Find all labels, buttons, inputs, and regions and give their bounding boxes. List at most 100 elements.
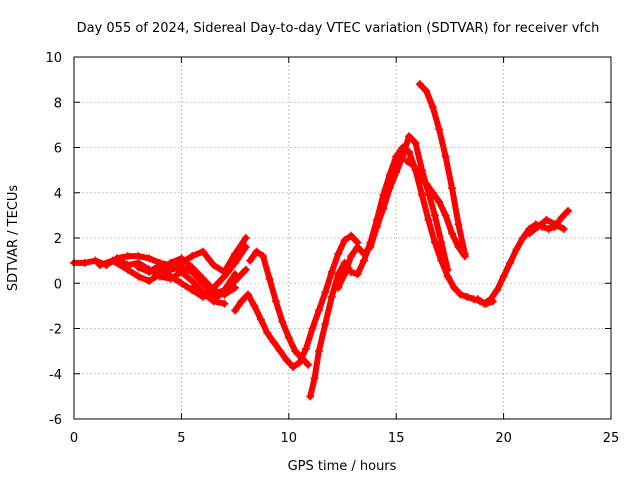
series-track-k xyxy=(402,157,469,261)
data-point-marker xyxy=(506,258,515,267)
data-point-marker xyxy=(327,267,336,276)
data-point-marker xyxy=(428,102,437,111)
data-point-marker xyxy=(557,213,566,222)
data-point-marker xyxy=(256,315,265,324)
data-point-marker xyxy=(220,299,229,308)
data-point-marker xyxy=(430,211,439,220)
series-track-f xyxy=(188,265,250,304)
x-tick-label: 15 xyxy=(388,431,405,446)
data-point-marker xyxy=(415,170,424,179)
data-point-marker xyxy=(91,256,100,265)
data-point-marker xyxy=(289,362,298,371)
data-point-marker xyxy=(177,267,186,276)
data-point-marker xyxy=(422,86,431,95)
data-point-marker xyxy=(306,392,315,401)
data-point-marker xyxy=(422,179,431,188)
y-tick-label: 2 xyxy=(54,232,62,247)
data-point-marker xyxy=(450,283,459,292)
series-track-l xyxy=(415,80,469,258)
data-point-marker xyxy=(155,265,164,274)
data-point-marker xyxy=(460,249,469,258)
data-point-marker xyxy=(340,236,349,245)
data-point-marker xyxy=(198,274,207,283)
data-point-marker xyxy=(95,261,104,270)
series-track-n xyxy=(525,215,568,238)
data-point-marker xyxy=(269,338,278,347)
data-point-marker xyxy=(379,204,388,213)
data-point-marker xyxy=(241,234,250,242)
data-point-marker xyxy=(417,191,426,200)
data-point-marker xyxy=(231,258,240,267)
data-point-marker xyxy=(340,270,349,279)
x-tick-label: 5 xyxy=(177,431,185,446)
data-point-marker xyxy=(220,272,229,281)
series-band xyxy=(247,248,312,368)
y-tick-label: -4 xyxy=(49,368,62,383)
data-point-marker xyxy=(188,283,197,292)
data-point-marker xyxy=(493,286,502,295)
data-point-marker xyxy=(265,274,274,283)
data-point-marker xyxy=(252,247,261,256)
data-point-marker xyxy=(392,168,401,177)
data-point-marker xyxy=(145,254,154,263)
data-point-marker xyxy=(243,290,252,299)
data-point-marker xyxy=(525,229,534,238)
data-point-marker xyxy=(220,288,229,297)
plot-area xyxy=(70,80,573,401)
data-point-marker xyxy=(435,125,444,134)
data-point-marker xyxy=(155,272,164,281)
series-track-g xyxy=(231,231,362,371)
data-point-marker xyxy=(188,276,197,285)
data-point-marker xyxy=(209,261,218,270)
data-point-marker xyxy=(250,301,259,310)
series-track-h xyxy=(246,247,313,369)
data-point-marker xyxy=(334,283,343,292)
data-point-marker xyxy=(297,353,306,362)
data-point-marker xyxy=(411,138,420,147)
y-tick-label: -6 xyxy=(49,413,62,428)
data-point-marker xyxy=(334,249,343,258)
data-point-marker xyxy=(441,211,450,220)
data-point-marker xyxy=(409,161,418,170)
data-point-marker xyxy=(353,270,362,279)
data-point-marker xyxy=(559,224,568,233)
data-point-marker xyxy=(134,263,143,272)
data-point-marker xyxy=(486,295,495,304)
data-point-marker xyxy=(321,288,330,297)
data-point-marker xyxy=(271,297,280,306)
data-point-marker xyxy=(112,254,121,263)
data-point-marker xyxy=(263,329,272,338)
data-point-marker xyxy=(454,220,463,229)
data-point-marker xyxy=(456,290,465,299)
data-point-marker xyxy=(123,261,132,270)
data-point-marker xyxy=(241,265,250,274)
data-point-marker xyxy=(437,238,446,247)
data-point-marker xyxy=(321,319,330,328)
data-point-marker xyxy=(518,234,527,242)
data-point-marker xyxy=(188,263,197,272)
data-point-marker xyxy=(347,231,356,240)
data-point-marker xyxy=(448,229,457,238)
data-point-marker xyxy=(385,184,394,193)
series-band xyxy=(189,266,249,303)
data-point-marker xyxy=(123,252,132,261)
data-point-marker xyxy=(278,317,287,326)
data-point-marker xyxy=(231,276,240,285)
data-point-marker xyxy=(304,360,313,369)
data-point-marker xyxy=(435,197,444,206)
data-point-marker xyxy=(177,254,186,263)
data-point-marker xyxy=(198,290,207,299)
y-tick-label: 4 xyxy=(54,187,62,202)
data-point-marker xyxy=(428,188,437,197)
data-point-marker xyxy=(512,245,521,254)
data-point-marker xyxy=(564,206,573,215)
data-point-marker xyxy=(276,347,285,356)
data-point-marker xyxy=(327,292,336,301)
data-point-marker xyxy=(310,374,319,383)
data-point-marker xyxy=(402,157,411,166)
data-point-marker xyxy=(366,243,375,252)
data-point-marker xyxy=(284,333,293,342)
data-point-marker xyxy=(308,324,317,333)
data-point-marker xyxy=(282,356,291,365)
